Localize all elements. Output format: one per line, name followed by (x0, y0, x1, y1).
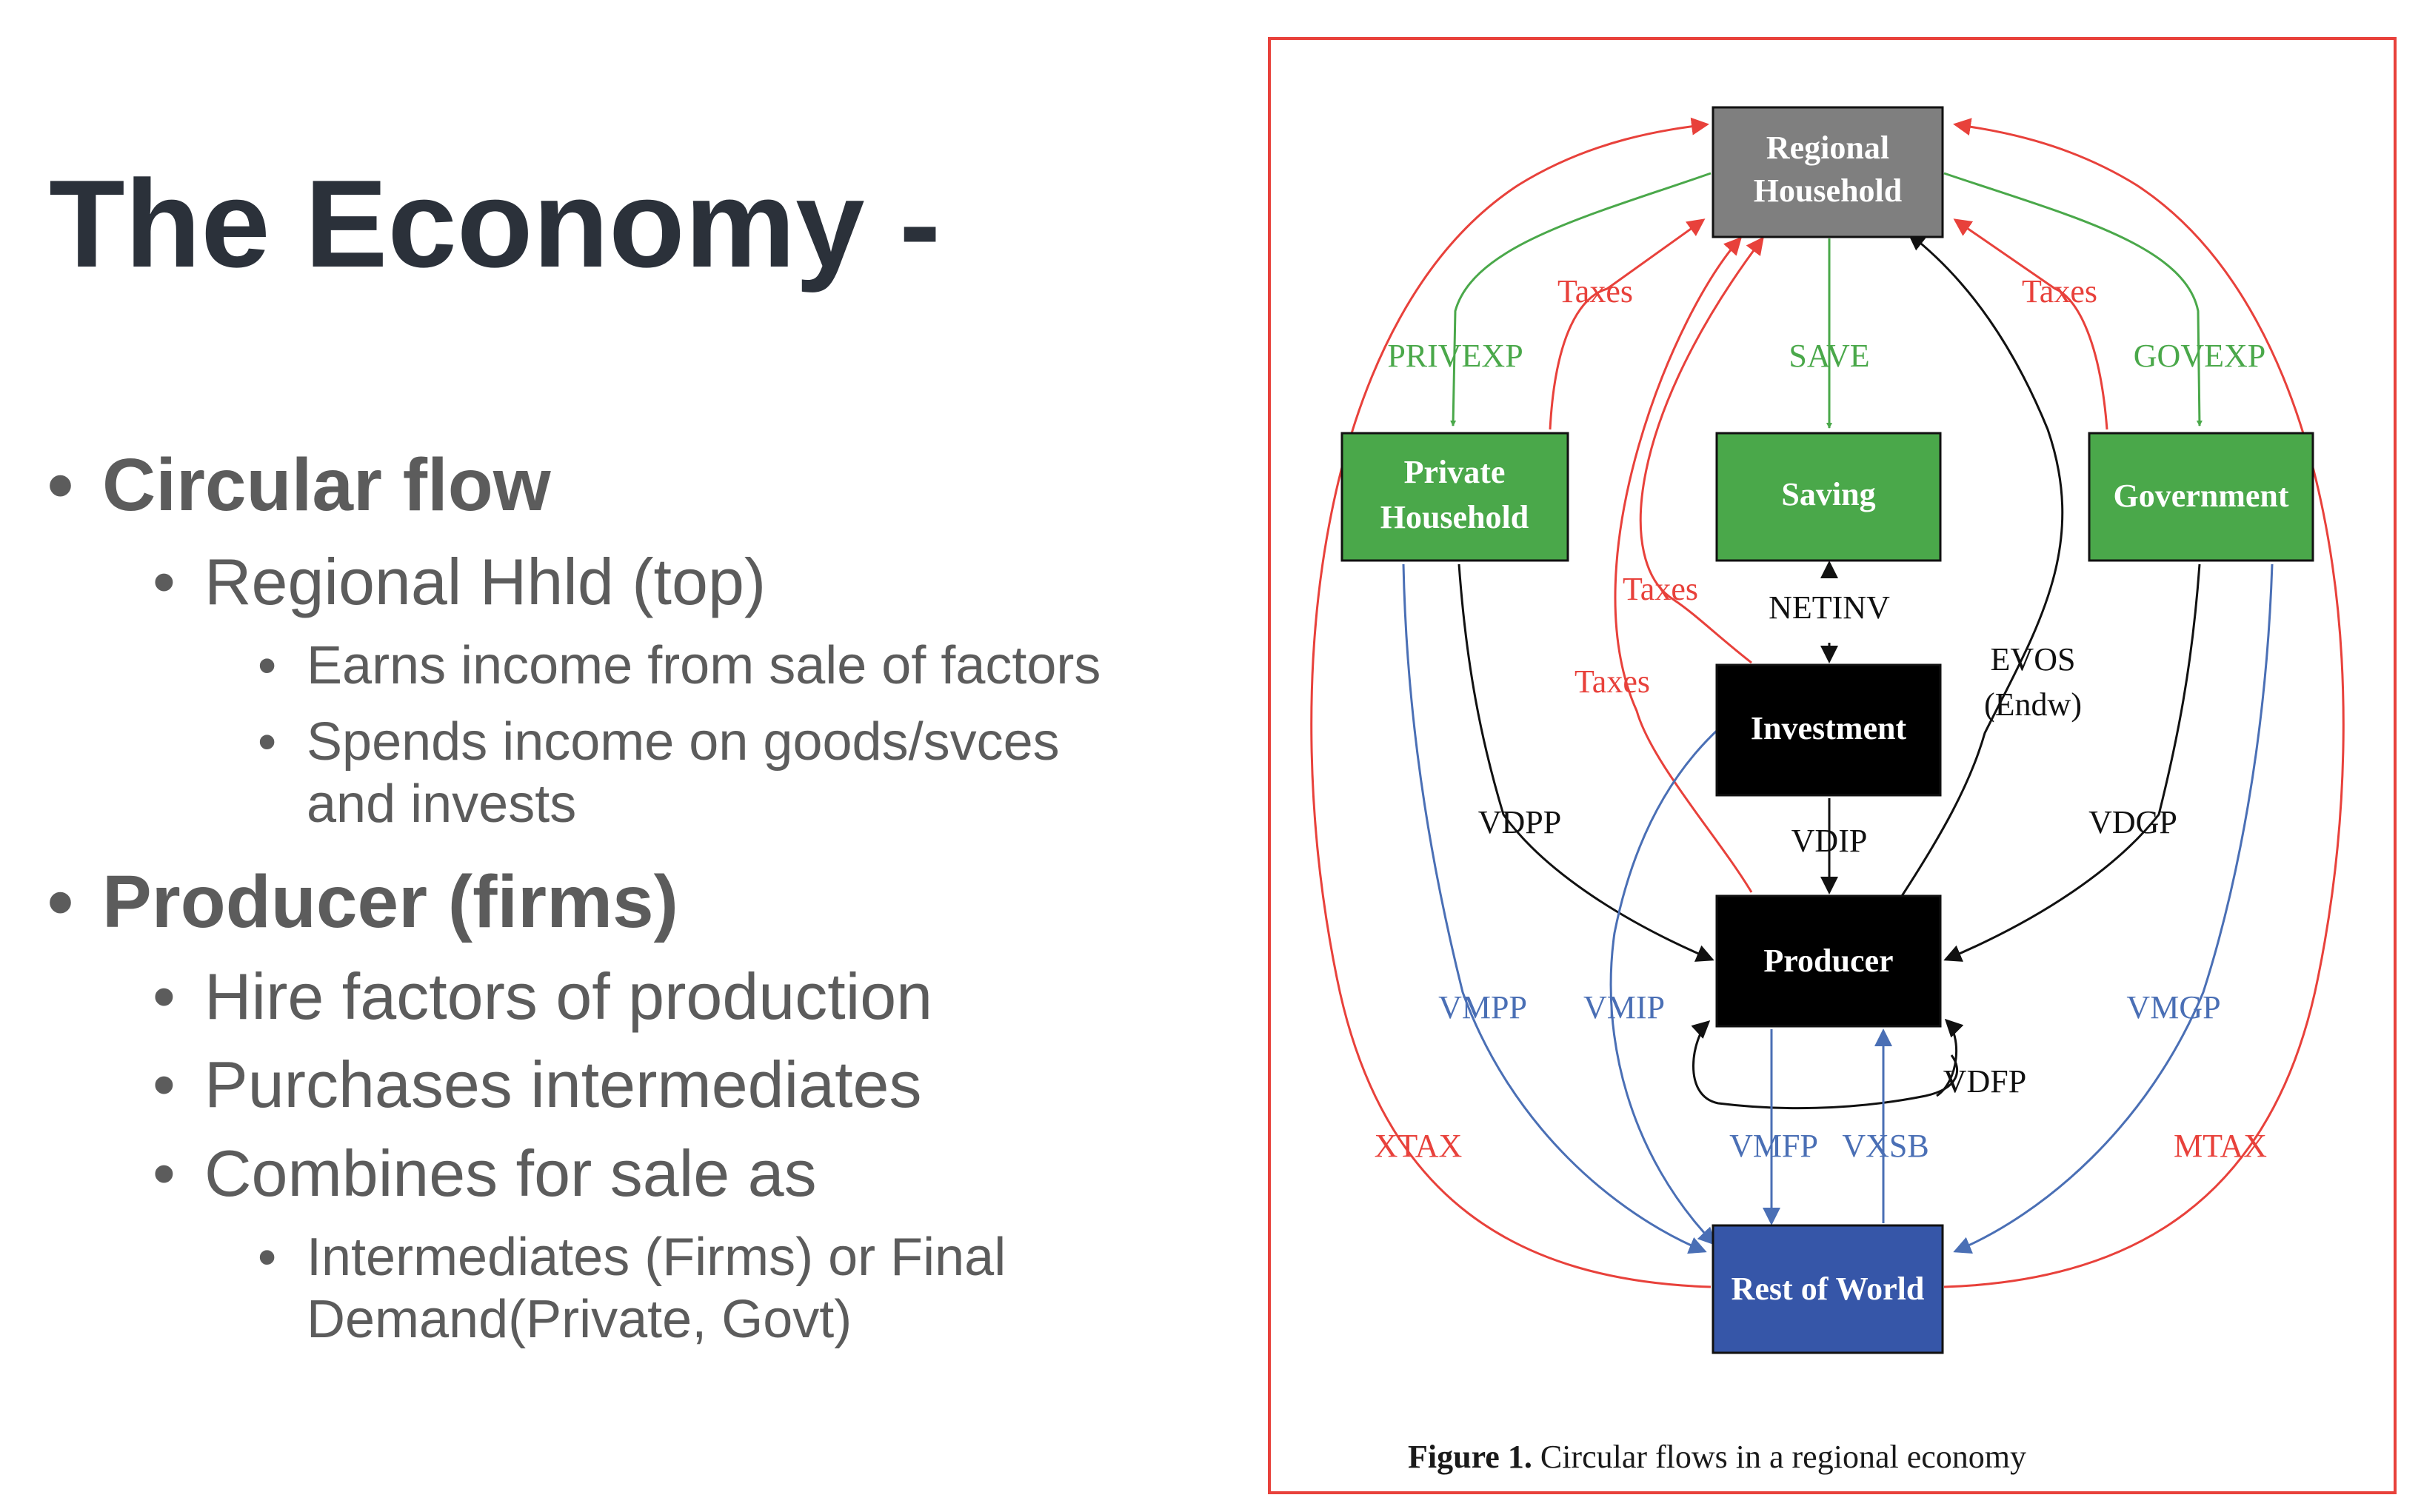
taxes-flow-investment (1639, 236, 1764, 664)
slide-title: The Economy - (49, 154, 941, 293)
bullet-circular-flow: • Circular flow (47, 444, 551, 526)
rest-of-world-node: Rest of World (1712, 1224, 1944, 1354)
bullet-intermediates: • Intermediates (Firms) or Final Demand(… (258, 1226, 1006, 1351)
bullet-dot: • (153, 960, 176, 1033)
bullet-text: Hire factors of production (204, 960, 933, 1033)
vdgp-flow (1943, 563, 2201, 962)
vmip-label: VMIP (1583, 989, 1665, 1026)
bullet-text: Combines for sale as (204, 1137, 817, 1210)
investment-node: Investment (1715, 663, 1942, 797)
bullet-earns-income: • Earns income from sale of factors (258, 635, 1101, 697)
vmpp-flow (1402, 563, 1707, 1254)
vmfp-label: VMFP (1729, 1128, 1818, 1164)
regional-household-node: Regional Household (1712, 106, 1944, 238)
vdfp-return (1936, 1018, 1964, 1097)
saving-node: Saving (1715, 432, 1942, 562)
bullet-dot: • (47, 444, 74, 526)
bullet-dot: • (153, 545, 176, 618)
vmpp-label: VMPP (1438, 989, 1527, 1026)
figure-caption-text: Circular flows in a regional economy (1532, 1439, 2026, 1475)
bullet-text: Intermediates (Firms) or Final (307, 1228, 1006, 1287)
regional-household-label-2: Household (1754, 173, 1903, 209)
private-household-node: Private Household (1340, 432, 1569, 562)
taxes-label-government: Taxes (2022, 273, 2097, 310)
govexp-flow (1943, 172, 2203, 426)
private-household-label-2: Household (1380, 499, 1529, 535)
vdpp-flow (1457, 563, 1714, 962)
evos-label: EVOS (1991, 641, 2076, 678)
privexp-flow (1450, 172, 1712, 426)
save-label: SAVE (1789, 338, 1869, 374)
xtax-flow (1310, 117, 1712, 1288)
taxes-label-producer: Taxes (1575, 663, 1650, 700)
circular-flow-diagram: Regional Household Private Household Sav… (1310, 106, 2345, 1354)
rest-of-world-label: Rest of World (1732, 1271, 1925, 1307)
xtax-label: XTAX (1375, 1128, 1463, 1164)
vdgp-label: VDGP (2088, 804, 2177, 840)
bullet-dot: • (258, 712, 277, 772)
mtax-flow (1943, 118, 2345, 1288)
saving-label: Saving (1781, 476, 1875, 512)
vmip-flow (1609, 728, 1720, 1246)
bullet-dot: • (258, 1228, 277, 1287)
government-label: Government (2113, 478, 2288, 514)
netinv-label: NETINV (1769, 589, 1890, 626)
government-node: Government (2088, 432, 2314, 562)
bullet-text: Purchases intermediates (204, 1048, 922, 1121)
investment-label: Investment (1751, 710, 1907, 746)
bullet-dot: • (153, 1137, 176, 1210)
figure-caption-label: Figure 1. (1408, 1439, 1532, 1475)
bullet-dot: • (153, 1048, 176, 1121)
bullet-text: Earns income from sale of factors (307, 636, 1101, 695)
bullet-regional-hhld: • Regional Hhld (top) (153, 545, 767, 618)
taxes-label-private: Taxes (1557, 273, 1633, 310)
bullet-producer: • Producer (firms) (47, 860, 678, 943)
bullet-spends-income: • Spends income on goods/svces and inves… (258, 711, 1060, 835)
vdpp-label: VDPP (1478, 804, 1562, 840)
govexp-label: GOVEXP (2134, 338, 2265, 374)
vxsb-label: VXSB (1842, 1128, 1929, 1164)
figure-frame: Regional Household Private Household Sav… (1268, 37, 2397, 1494)
vdfp-label: VDFP (1943, 1063, 2027, 1100)
producer-node: Producer (1715, 894, 1942, 1028)
bullet-text: Regional Hhld (top) (204, 545, 767, 618)
taxes-flow-government (1953, 218, 2108, 430)
bullet-text-continued: Demand(Private, Govt) (307, 1290, 852, 1350)
regional-household-label-1: Regional (1766, 130, 1889, 166)
vmgp-flow (1953, 563, 2274, 1254)
vmgp-label: VMGP (2126, 989, 2220, 1026)
bullet-text: Spends income on goods/svces (307, 712, 1060, 772)
taxes-flow-producer (1614, 236, 1753, 893)
bullet-dot: • (258, 636, 277, 695)
vdfp-flow (1691, 1020, 1959, 1110)
taxes-label-investment: Taxes (1623, 571, 1698, 607)
evos-flow (1900, 233, 2064, 897)
bullet-text: Producer (firms) (102, 860, 678, 943)
private-household-label-1: Private (1404, 454, 1506, 490)
producer-label: Producer (1763, 943, 1893, 979)
mtax-label: MTAX (2174, 1128, 2267, 1164)
bullet-text: Circular flow (102, 444, 551, 526)
bullet-text-continued: and invests (307, 775, 577, 834)
taxes-flow-private (1549, 218, 1706, 430)
privexp-label: PRIVEXP (1387, 338, 1523, 374)
bullet-purchases: • Purchases intermediates (153, 1048, 922, 1121)
bullet-hire-factors: • Hire factors of production (153, 960, 933, 1033)
bullet-combines: • Combines for sale as (153, 1137, 817, 1210)
figure-caption: Figure 1. Circular flows in a regional e… (1408, 1438, 2297, 1476)
bullet-dot: • (47, 860, 74, 943)
vdip-label: VDIP (1791, 823, 1868, 859)
endw-label: (Endw) (1984, 686, 2082, 723)
